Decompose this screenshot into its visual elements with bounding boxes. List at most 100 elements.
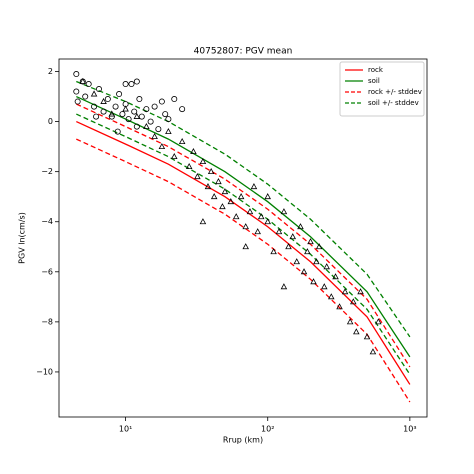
point [100, 108, 107, 115]
point [280, 283, 288, 290]
point [133, 112, 141, 119]
y-tick-label: 0 [48, 117, 53, 126]
point [264, 193, 271, 200]
line [76, 95, 411, 358]
point [133, 78, 140, 85]
chart-title: 40752807: PGV mean [194, 47, 293, 57]
point [353, 328, 360, 335]
point [125, 116, 132, 123]
point [369, 348, 377, 355]
point [297, 223, 304, 230]
point [158, 98, 165, 105]
point [151, 103, 158, 110]
line [76, 138, 411, 403]
point [114, 128, 121, 135]
point [207, 168, 215, 175]
line [76, 120, 411, 385]
point [375, 318, 382, 325]
point [74, 98, 81, 105]
point [254, 228, 261, 235]
point [310, 278, 317, 285]
point [151, 132, 158, 140]
point [170, 152, 178, 160]
point [313, 258, 320, 265]
point [227, 198, 235, 205]
point [304, 248, 311, 255]
point [165, 127, 172, 135]
point [204, 183, 212, 190]
point [122, 81, 129, 88]
point [122, 105, 129, 112]
point [237, 193, 245, 200]
point [73, 88, 80, 95]
point [257, 213, 265, 220]
y-tick-label: −4 [41, 217, 53, 226]
point [82, 93, 89, 100]
point [185, 163, 193, 170]
legend-label: rock [368, 66, 384, 74]
x-tick-label: 10³ [403, 425, 416, 434]
point [104, 96, 111, 103]
point [210, 193, 218, 200]
point [300, 268, 308, 275]
point [108, 110, 116, 117]
line [76, 113, 411, 375]
line [76, 103, 411, 368]
x-tick-label: 10¹ [119, 425, 132, 434]
legend-label: soil +/- stddev [368, 99, 419, 107]
point [79, 77, 87, 84]
point [190, 147, 197, 155]
point [179, 106, 186, 113]
point [138, 113, 145, 120]
point [119, 111, 126, 118]
point [323, 263, 330, 270]
point [90, 90, 98, 97]
point [112, 103, 119, 110]
point [341, 288, 349, 295]
point [143, 106, 150, 113]
point [136, 96, 143, 103]
point [270, 248, 277, 255]
point [108, 113, 115, 120]
legend-label: soil [368, 77, 380, 85]
line [76, 80, 411, 338]
point [280, 208, 288, 215]
point [128, 81, 135, 88]
point [178, 137, 186, 145]
point [165, 116, 172, 123]
point [246, 208, 254, 215]
point [199, 158, 207, 165]
point [96, 86, 103, 93]
point [264, 218, 271, 225]
point [242, 223, 249, 230]
point [357, 288, 364, 295]
point [155, 126, 162, 133]
x-tick-label: 10² [261, 425, 274, 434]
point [147, 118, 154, 125]
point [336, 303, 343, 310]
point [199, 218, 207, 225]
point [275, 228, 283, 235]
point [232, 213, 240, 220]
legend-label: rock +/- stddev [368, 88, 422, 96]
point [91, 103, 98, 110]
y-tick-label: −2 [41, 167, 53, 176]
point [73, 71, 80, 78]
y-tick-label: −10 [36, 367, 53, 376]
point [346, 318, 354, 325]
point [250, 183, 258, 190]
point [162, 111, 169, 118]
y-axis-label: PGV ln(cm/s) [18, 212, 27, 264]
point [307, 238, 314, 245]
point [332, 273, 339, 280]
point [285, 243, 292, 250]
point [133, 123, 140, 130]
point [219, 203, 226, 210]
point [315, 243, 323, 250]
x-axis-label: Rrup (km) [223, 436, 263, 445]
point [215, 178, 222, 185]
point [321, 283, 328, 290]
point [242, 243, 249, 250]
point [221, 188, 229, 195]
y-tick-label: −6 [41, 267, 53, 276]
